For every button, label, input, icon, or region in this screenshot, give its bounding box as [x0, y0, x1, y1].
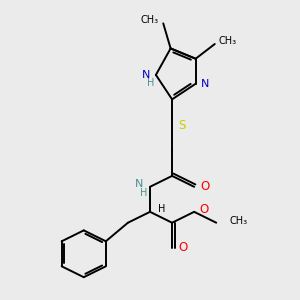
- Text: O: O: [201, 180, 210, 193]
- Text: H: H: [147, 78, 154, 88]
- Text: H: H: [140, 188, 147, 198]
- Text: S: S: [178, 119, 186, 132]
- Text: CH₃: CH₃: [230, 216, 247, 226]
- Text: N: N: [135, 179, 143, 190]
- Text: O: O: [178, 241, 188, 254]
- Text: H: H: [158, 205, 166, 214]
- Text: N: N: [201, 79, 209, 89]
- Text: N: N: [142, 70, 151, 80]
- Text: CH₃: CH₃: [219, 36, 237, 46]
- Text: O: O: [200, 203, 209, 216]
- Text: CH₃: CH₃: [141, 15, 159, 26]
